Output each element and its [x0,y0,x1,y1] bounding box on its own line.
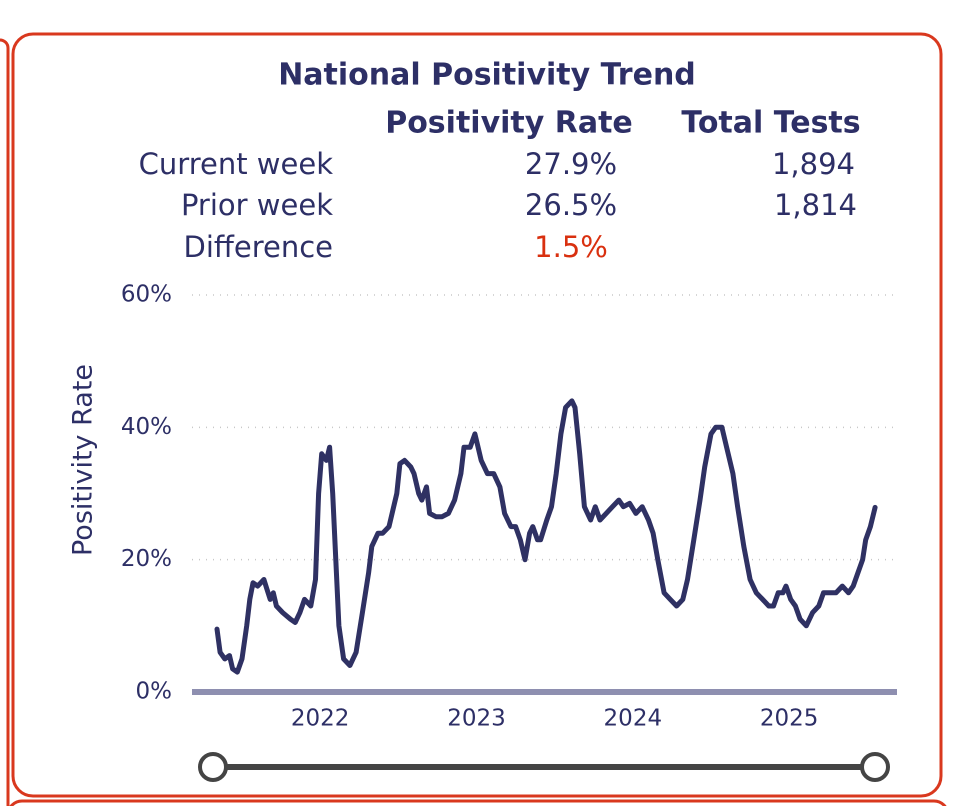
row-label: Current week [139,147,334,181]
tests-value: 1,814 [774,188,857,222]
side-card [0,38,10,806]
trend-line [214,398,878,675]
rate-value: 27.9% [525,147,617,181]
card [11,32,943,798]
y-tick-label: 60% [121,282,172,308]
y-tick-label: 0% [136,679,173,705]
y-tick-label: 40% [121,414,172,440]
next-card [9,799,947,806]
x-tick-label: 2023 [447,706,506,732]
range-handle-start[interactable] [198,752,228,782]
x-tick-label: 2024 [604,706,663,732]
title: National Positivity Trend [278,58,696,93]
column-header: Positivity Rate [385,106,633,141]
range-handle-end[interactable] [860,752,890,782]
row-label: Prior week [181,188,333,222]
rate-value: 26.5% [525,188,617,222]
difference-value: 1.5% [534,230,608,264]
x-tick-label: 2022 [291,706,350,732]
row-label: Difference [183,230,333,264]
y-axis-label: Positivity Rate [68,364,99,556]
tests-value: 1,894 [772,147,855,181]
y-tick-label: 20% [121,546,172,572]
column-header: Total Tests [681,106,860,141]
x-tick-label: 2025 [760,706,819,732]
